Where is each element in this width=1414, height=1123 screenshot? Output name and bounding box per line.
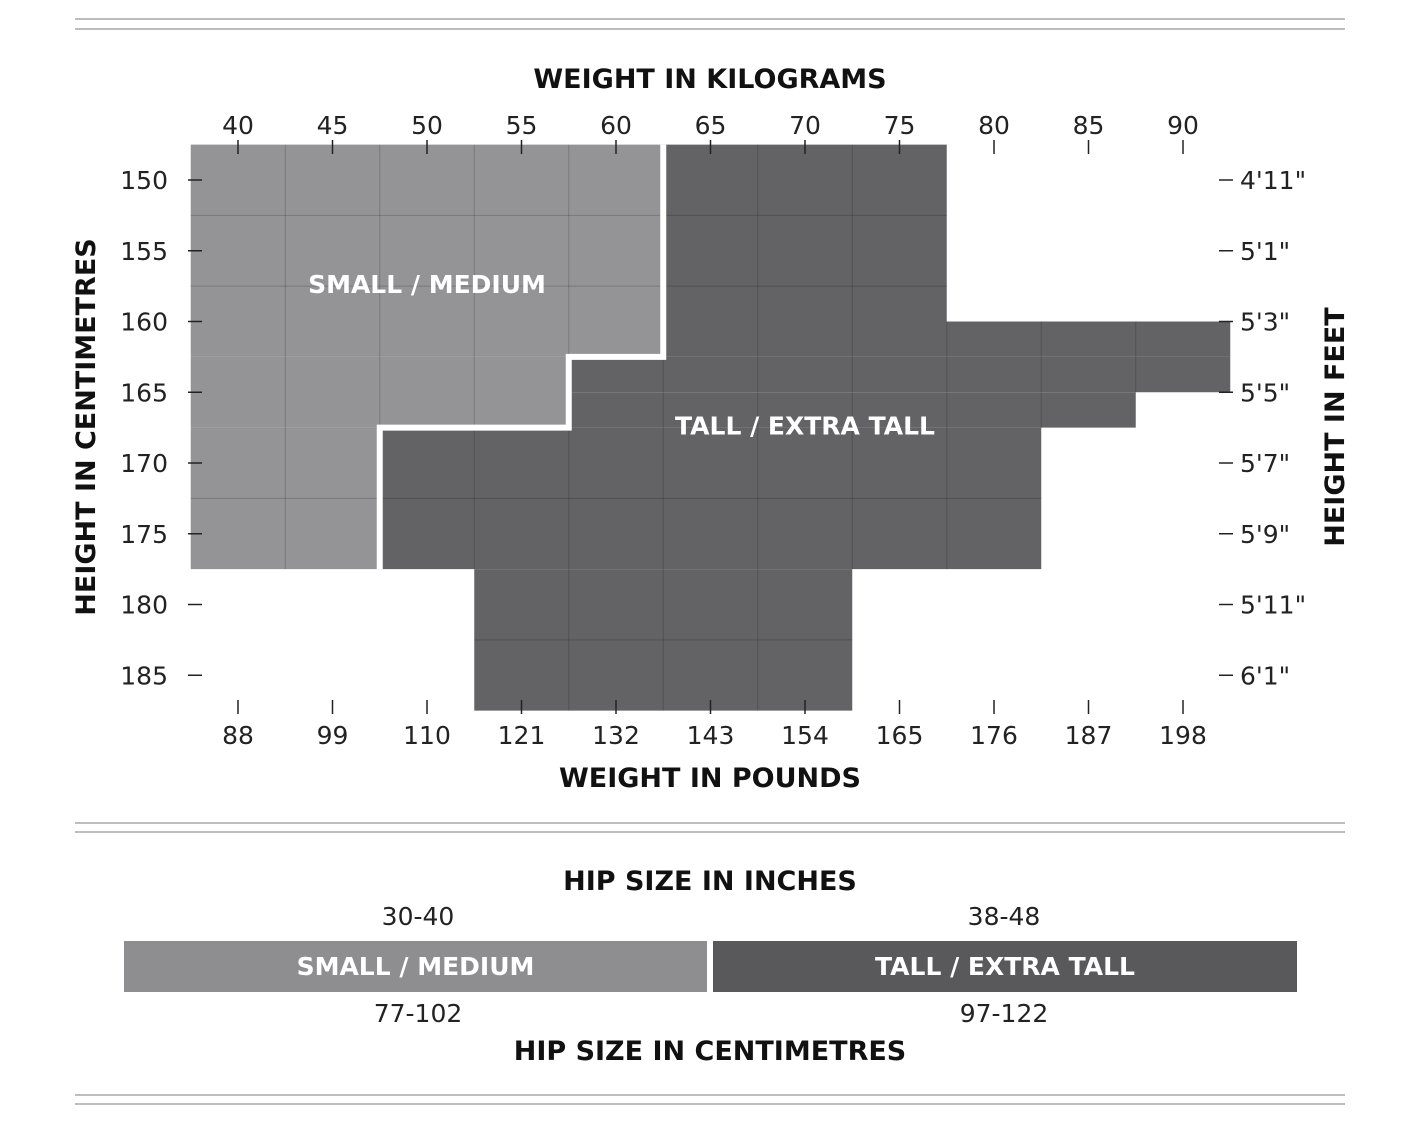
hip-bar-small-medium xyxy=(124,941,707,992)
y-right-tick-label: 5'5" xyxy=(1240,378,1290,407)
region-divider xyxy=(376,144,667,570)
x-top-tick-label: 70 xyxy=(789,111,821,140)
hip-bar-label-tall-extra-tall: TALL / EXTRA TALL xyxy=(875,952,1135,981)
x-top-tick-label: 65 xyxy=(695,111,727,140)
region-tall-extra-tall xyxy=(379,144,1231,711)
region-label-small-medium: SMALL / MEDIUM xyxy=(308,270,546,299)
x-top-tick-label: 60 xyxy=(600,111,632,140)
region-block xyxy=(190,144,664,357)
x-top-tick-label: 50 xyxy=(411,111,443,140)
top-separator xyxy=(75,18,1345,30)
x-bottom-tick-label: 110 xyxy=(403,721,451,750)
x-top-tick-label: 85 xyxy=(1073,111,1105,140)
region-small-medium xyxy=(190,144,664,570)
y-right-title: HEIGHT IN FEET xyxy=(1320,307,1351,547)
region-labels: SMALL / MEDIUM TALL / EXTRA TALL xyxy=(308,270,935,441)
y-right-tick-label: 5'3" xyxy=(1240,308,1290,337)
hip-bar-label-small-medium: SMALL / MEDIUM xyxy=(297,952,535,981)
axis-ticks: 40 45 50 55 60 65 70 75 80 85 90 88 99 110 121 132 143 15… xyxy=(120,111,1306,750)
y-left-tick-label: 155 xyxy=(120,237,168,266)
region-block xyxy=(663,144,947,322)
x-top-tick-label: 45 xyxy=(317,111,349,140)
region-block xyxy=(190,427,380,570)
hip-bars: SMALL / MEDIUM 30-40 77-102 TALL / EXTRA TA… xyxy=(124,902,1297,1028)
hip-cm-title: HIP SIZE IN CENTIMETRES xyxy=(514,1036,907,1067)
region-block xyxy=(474,569,853,711)
middle-separator xyxy=(75,822,1345,833)
hip-inches-range-small-medium: 30-40 xyxy=(382,902,455,931)
x-bottom-tick-label: 121 xyxy=(498,721,546,750)
y-right-tick-label: 4'11" xyxy=(1240,166,1306,195)
x-bottom-tick-label: 187 xyxy=(1065,721,1113,750)
y-left-tick-label: 185 xyxy=(120,661,168,690)
y-left-tick-label: 175 xyxy=(120,520,168,549)
region-block xyxy=(379,427,1042,570)
region-block xyxy=(568,356,1231,393)
y-left-title: HEIGHT IN CENTIMETRES xyxy=(71,238,102,615)
hip-bar-tall-extra-tall xyxy=(713,941,1297,992)
x-top-tick-label: 80 xyxy=(978,111,1010,140)
hip-inches-title: HIP SIZE IN INCHES xyxy=(563,866,857,897)
y-right-tick-label: 5'7" xyxy=(1240,449,1290,478)
x-bottom-tick-label: 143 xyxy=(687,721,735,750)
y-right-tick-label: 6'1" xyxy=(1240,661,1290,690)
x-top-tick-label: 75 xyxy=(884,111,916,140)
bottom-separator xyxy=(75,1094,1345,1105)
region-label-tall-extra-tall: TALL / EXTRA TALL xyxy=(675,412,935,441)
y-left-tick-label: 180 xyxy=(120,591,168,620)
x-top-tick-label: 55 xyxy=(506,111,538,140)
x-bottom-tick-label: 198 xyxy=(1159,721,1207,750)
x-bottom-title: WEIGHT IN POUNDS xyxy=(559,763,861,794)
x-bottom-tick-label: 154 xyxy=(781,721,829,750)
x-top-tick-label: 40 xyxy=(222,111,254,140)
x-bottom-tick-label: 99 xyxy=(317,721,349,750)
region-block xyxy=(190,356,569,428)
y-left-tick-label: 165 xyxy=(120,378,168,407)
hip-cm-range-tall-extra-tall: 97-122 xyxy=(960,999,1049,1028)
region-block xyxy=(568,392,1136,428)
hip-inches-range-tall-extra-tall: 38-48 xyxy=(968,902,1041,931)
y-right-tick-label: 5'9" xyxy=(1240,520,1290,549)
region-block xyxy=(663,321,1231,357)
size-regions xyxy=(190,144,1231,711)
x-bottom-tick-label: 165 xyxy=(876,721,924,750)
y-right-tick-label: 5'11" xyxy=(1240,591,1306,620)
y-left-tick-label: 150 xyxy=(120,166,168,195)
y-right-tick-label: 5'1" xyxy=(1240,237,1290,266)
x-bottom-tick-label: 176 xyxy=(970,721,1018,750)
y-left-tick-label: 170 xyxy=(120,449,168,478)
x-top-tick-label: 90 xyxy=(1167,111,1199,140)
x-top-title: WEIGHT IN KILOGRAMS xyxy=(533,64,886,95)
y-left-tick-label: 160 xyxy=(120,308,168,337)
x-bottom-tick-label: 88 xyxy=(222,721,254,750)
hip-cm-range-small-medium: 77-102 xyxy=(374,999,463,1028)
x-bottom-tick-label: 132 xyxy=(592,721,640,750)
